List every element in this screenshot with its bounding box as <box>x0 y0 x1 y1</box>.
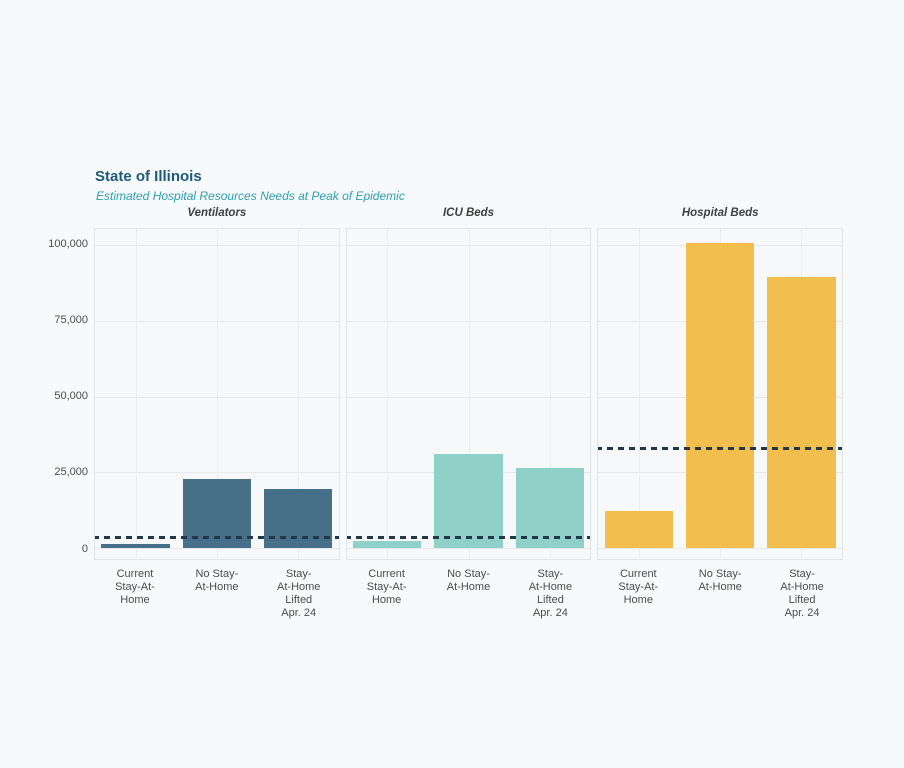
facet-panel-ventilators <box>94 228 340 560</box>
x-label-group: Current Stay-At- Home No Stay- At-Home Sta… <box>597 568 843 620</box>
bar-no-stay-at-home <box>686 242 755 549</box>
y-axis-tick-label: 25,000 <box>54 466 88 478</box>
capacity-reference-line <box>94 536 339 539</box>
x-axis: Current Stay-At- Home No Stay- At-Home Sta… <box>94 568 843 620</box>
y-axis-tick-label: 75,000 <box>54 314 88 326</box>
bar-no-stay-at-home <box>434 454 503 549</box>
capacity-reference-line <box>598 447 843 450</box>
gridline-vertical <box>298 229 300 559</box>
x-axis-tick-label-stay-at-home-lifted-apr-24: Stay- At-Home Lifted Apr. 24 <box>780 568 824 619</box>
chart-panels <box>94 228 844 560</box>
x-axis-tick-label-stay-at-home-lifted-apr-24: Stay- At-Home Lifted Apr. 24 <box>528 568 573 619</box>
facet-title-ventilators: Ventilators <box>187 207 247 219</box>
gridline-vertical <box>468 229 470 559</box>
facet-title-hospital-beds: Hospital Beds <box>681 207 759 219</box>
x-axis-tick-label-no-stay-at-home: No Stay- At-Home <box>195 568 239 593</box>
x-axis-tick-label-current-stay-at-home: Current Stay-At- Home <box>366 568 407 606</box>
gridline-vertical <box>387 229 389 559</box>
chart-title: State of Illinois <box>95 168 202 185</box>
gridline-vertical <box>216 229 218 559</box>
gridline-vertical <box>549 229 551 559</box>
facet-title-icu-beds: ICU Beds <box>442 207 495 219</box>
bar-stay-at-home-lifted-apr-24 <box>767 276 836 549</box>
chart-subtitle: Estimated Hospital Resources Needs at Pe… <box>96 189 405 203</box>
y-axis-tick-label: 0 <box>81 543 88 555</box>
gridline-vertical <box>638 229 640 559</box>
x-axis-tick-label-current-stay-at-home: Current Stay-At- Home <box>115 568 155 606</box>
x-axis-tick-label-no-stay-at-home: No Stay- At-Home <box>698 568 742 593</box>
x-axis-tick-label-stay-at-home-lifted-apr-24: Stay- At-Home Lifted Apr. 24 <box>277 568 321 619</box>
bar-stay-at-home-lifted-apr-24 <box>263 489 333 549</box>
x-label-group: Current Stay-At- Home No Stay- At-Home Sta… <box>94 568 340 620</box>
gridline-vertical <box>135 229 137 559</box>
x-label-group: Current Stay-At- Home No Stay- At-Home Sta… <box>346 568 592 620</box>
capacity-reference-line <box>346 536 591 539</box>
bar-current-stay-at-home <box>604 510 674 549</box>
facet-panel-icu-beds <box>345 228 592 560</box>
facet-panel-hospital-beds <box>597 228 844 560</box>
bar-current-stay-at-home <box>353 541 422 549</box>
x-axis-tick-label-no-stay-at-home: No Stay- At-Home <box>446 568 491 593</box>
y-axis-tick-label: 100,000 <box>48 238 88 250</box>
x-axis-tick-label-current-stay-at-home: Current Stay-At- Home <box>618 568 659 606</box>
y-axis-tick-label: 50,000 <box>54 390 88 402</box>
facet-titles-row: Ventilators ICU Beds Hospital Beds <box>94 207 843 223</box>
bar-current-stay-at-home <box>101 543 170 549</box>
bar-stay-at-home-lifted-apr-24 <box>515 468 584 549</box>
